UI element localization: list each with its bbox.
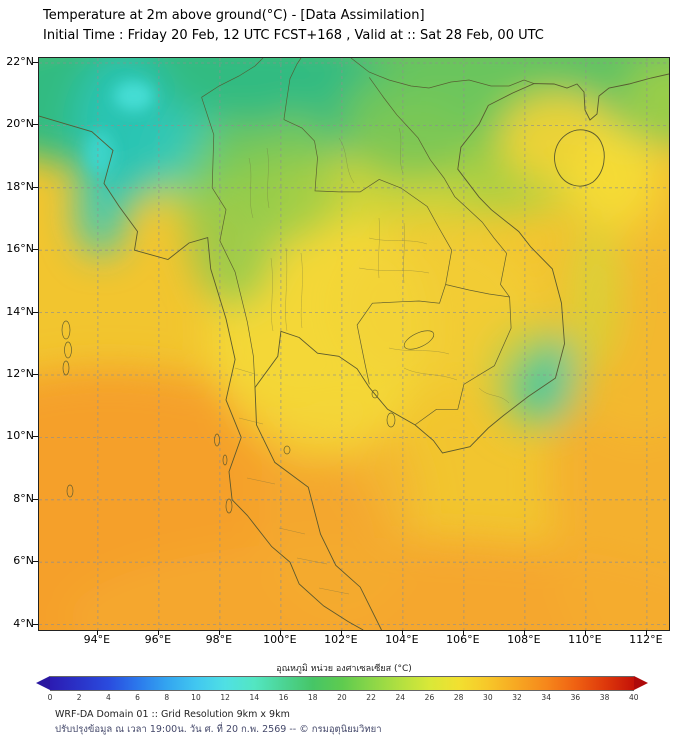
lat-tick-mark <box>33 498 38 500</box>
colorbar-arrow-right <box>634 676 648 690</box>
lat-tick-label: 12°N <box>6 367 34 381</box>
lon-tick-mark <box>645 630 647 635</box>
colorbar-arrow-left <box>36 676 50 690</box>
lat-tick-label: 8°N <box>13 492 34 506</box>
islands-and-lakes <box>61 320 435 514</box>
lon-tick-mark <box>523 630 525 635</box>
lon-tick-label: 96°E <box>144 633 172 646</box>
lat-tick-label: 4°N <box>13 616 34 630</box>
coastlines <box>39 73 669 630</box>
lat-tick-mark <box>33 623 38 625</box>
lat-tick-label: 18°N <box>6 180 34 194</box>
lon-tick-label: 94°E <box>83 633 111 646</box>
lat-tick-mark <box>33 62 38 63</box>
lat-tick-mark <box>33 124 38 126</box>
map-canvas <box>39 58 669 630</box>
footer: WRF-DA Domain 01 :: Grid Resolution 9km … <box>55 707 382 737</box>
page-title: Temperature at 2m above ground(°C) - [Da… <box>43 8 425 23</box>
lon-tick-mark <box>279 630 281 635</box>
country-borders <box>201 58 535 426</box>
cold-spots <box>85 81 154 175</box>
lat-tick-mark <box>33 311 38 313</box>
page-subtitle: Initial Time : Friday 20 Feb, 12 UTC FCS… <box>43 28 544 44</box>
colorbar <box>36 675 648 691</box>
lat-tick-label: 10°N <box>6 429 34 443</box>
province-borders <box>234 127 510 595</box>
map-frame <box>38 57 670 631</box>
lat-tick-mark <box>33 186 38 188</box>
lat-tick-label: 16°N <box>6 242 34 256</box>
lat-tick-mark <box>33 561 38 563</box>
colorbar-gradient <box>50 675 634 691</box>
lat-tick-label: 14°N <box>6 304 34 318</box>
lon-tick-mark <box>462 630 464 635</box>
lon-tick-mark <box>401 630 403 635</box>
lat-tick-mark <box>33 374 38 375</box>
colorbar-label: อุณหภูมิ หน่วย องศาเซลเซียส (°C) <box>276 664 412 674</box>
lon-tick-mark <box>340 630 342 635</box>
lon-tick-mark <box>96 630 98 635</box>
colorbar-ticks: 0 2 4 6 8 10 12 14 16 18 20 22 24 26 28 30 32 34 36 38 40 <box>47 693 639 702</box>
lat-tick-label: 6°N <box>13 554 34 568</box>
lat-tick-mark <box>33 436 38 438</box>
lon-tick-label: 108°E <box>507 633 541 646</box>
gridlines <box>39 58 669 630</box>
lat-tick-label: 20°N <box>6 117 34 131</box>
lon-tick-label: 102°E <box>324 633 358 646</box>
temperature-field <box>39 58 669 630</box>
footer-domain-info: WRF-DA Domain 01 :: Grid Resolution 9km … <box>55 709 290 720</box>
lon-tick-label: 106°E <box>446 633 480 646</box>
lon-tick-label: 112°E <box>629 633 663 646</box>
lon-tick-label: 110°E <box>568 633 602 646</box>
lat-tick-label: 22°N <box>6 55 34 69</box>
lon-tick-label: 100°E <box>263 633 297 646</box>
lon-tick-mark <box>584 630 586 635</box>
lat-tick-mark <box>33 249 38 251</box>
footer-update-info: ปรับปรุงข้อมูล ณ เวลา 19:00น. วัน ศ. ที่… <box>55 724 382 736</box>
lon-tick-label: 98°E <box>205 633 233 646</box>
header: Temperature at 2m above ground(°C) - [Da… <box>43 6 544 46</box>
lon-tick-label: 104°E <box>385 633 419 646</box>
lon-tick-mark <box>157 630 159 635</box>
lon-tick-mark <box>218 630 220 635</box>
